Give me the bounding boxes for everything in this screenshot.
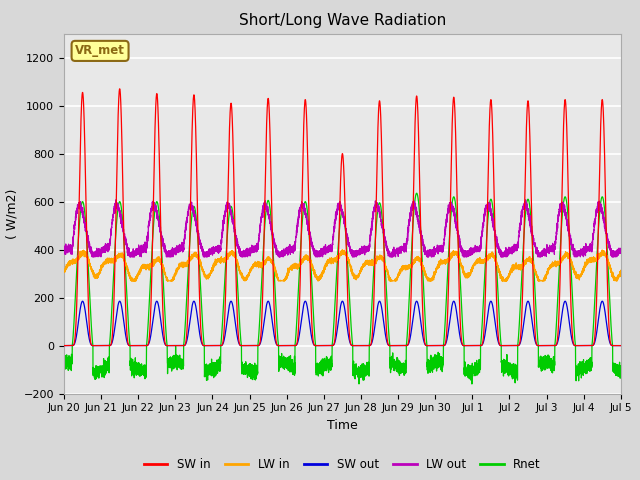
X-axis label: Time: Time [327,419,358,432]
Title: Short/Long Wave Radiation: Short/Long Wave Radiation [239,13,446,28]
Legend: SW in, LW in, SW out, LW out, Rnet: SW in, LW in, SW out, LW out, Rnet [139,454,546,476]
Text: VR_met: VR_met [75,44,125,58]
Y-axis label: ( W/m2): ( W/m2) [5,189,18,239]
